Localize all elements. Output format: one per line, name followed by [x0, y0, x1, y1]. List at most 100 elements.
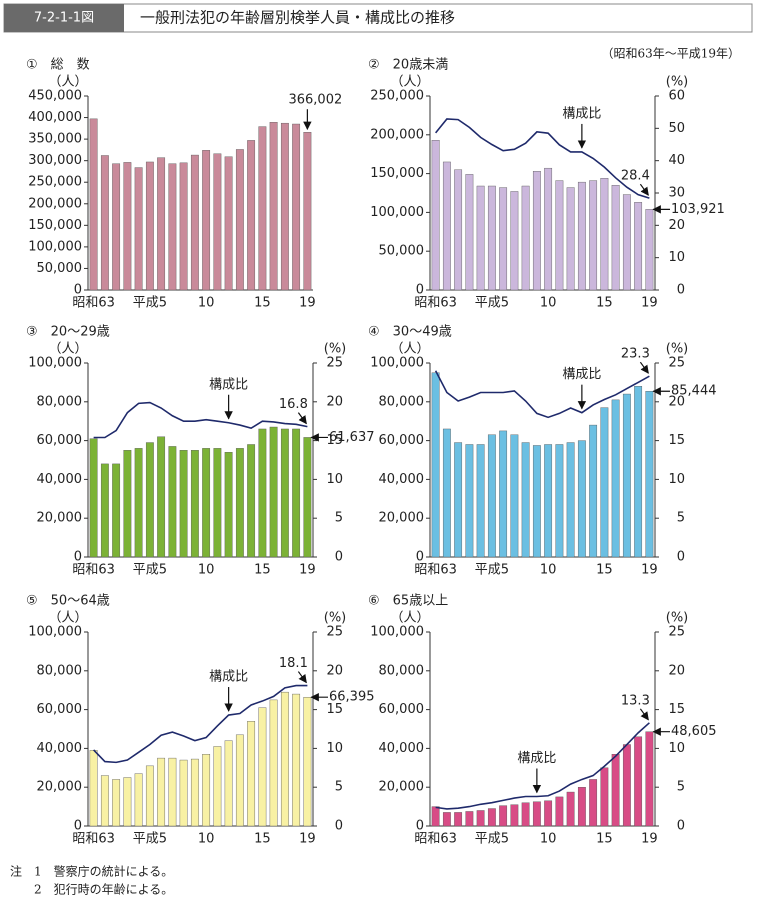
bar — [487, 185, 496, 291]
y2-axis-label: (%) — [666, 611, 689, 626]
y-axis-label: （人） — [48, 611, 87, 626]
bar — [224, 452, 233, 558]
bar — [465, 444, 474, 558]
x-tick-label: 昭和63 — [414, 832, 457, 847]
bar — [280, 691, 289, 827]
x-tick-label: 19 — [641, 296, 658, 311]
bar — [544, 167, 553, 291]
bar — [168, 446, 177, 558]
bar — [544, 800, 553, 827]
value-label: 66,395 — [329, 690, 375, 705]
y-tick-label: 60,000 — [379, 702, 425, 717]
bar — [634, 736, 643, 827]
bar — [431, 140, 440, 291]
bar — [510, 804, 519, 827]
x-tick-label: 昭和63 — [72, 563, 115, 578]
bar — [600, 407, 609, 558]
bar — [112, 779, 121, 827]
bar — [292, 123, 301, 291]
value-label: 61,637 — [329, 430, 375, 445]
bar — [247, 140, 256, 291]
bar — [622, 393, 631, 558]
x-tick-label: 19 — [641, 832, 658, 847]
bar — [145, 765, 154, 827]
y2-tick-label: 60 — [668, 89, 685, 104]
annotation: 構成比 — [562, 367, 601, 382]
bar — [600, 767, 609, 827]
annotation: 構成比 — [209, 670, 248, 685]
y-tick-label: 200,000 — [28, 196, 82, 211]
chart-title: ⑤ 50～64歳 — [26, 594, 110, 609]
bar — [454, 442, 463, 558]
y2-tick-label: 10 — [668, 741, 685, 756]
bar — [303, 696, 312, 827]
y2-tick-label: 0 — [677, 550, 685, 565]
bar — [589, 424, 598, 558]
bar — [577, 440, 586, 558]
y2-tick-label: 5 — [335, 511, 343, 526]
bar — [100, 463, 109, 558]
y-tick-label: 50,000 — [37, 261, 83, 276]
bar — [532, 801, 541, 827]
y-tick-label: 100,000 — [370, 205, 424, 220]
bar — [431, 372, 440, 558]
y-axis-label: （人） — [390, 611, 429, 626]
bar — [213, 448, 222, 558]
bar — [499, 805, 508, 827]
bar — [292, 693, 301, 827]
value-label: 23.3 — [621, 347, 650, 362]
bar — [454, 812, 463, 827]
value-arrow — [639, 183, 649, 196]
bar — [247, 721, 256, 827]
bar — [634, 202, 643, 291]
bar — [190, 154, 199, 291]
bar — [544, 444, 553, 558]
bar — [258, 428, 267, 558]
y-tick-label: 20,000 — [379, 511, 425, 526]
y-tick-label: 40,000 — [379, 472, 425, 487]
x-tick-label: 15 — [254, 296, 271, 311]
y2-tick-label: 10 — [326, 472, 343, 487]
bar — [112, 463, 121, 558]
ratio-line — [93, 684, 308, 764]
bar — [431, 806, 440, 827]
bar — [145, 161, 154, 291]
bar — [134, 773, 143, 827]
y2-tick-label: 25 — [668, 356, 685, 371]
bar — [213, 153, 222, 291]
y-tick-label: 100,000 — [28, 239, 82, 254]
bar — [465, 174, 474, 291]
y2-tick-label: 15 — [668, 702, 685, 717]
bar — [622, 194, 631, 291]
value-label: 103,921 — [671, 202, 725, 217]
bar — [202, 448, 211, 558]
bar — [224, 156, 233, 291]
y-tick-label: 100,000 — [28, 625, 82, 640]
y-tick-label: 0 — [416, 819, 424, 834]
bar — [100, 775, 109, 827]
bar — [235, 448, 244, 558]
y-tick-label: 60,000 — [37, 433, 83, 448]
x-tick-label: 10 — [540, 296, 557, 311]
y2-axis-label: (%) — [324, 611, 347, 626]
bar — [442, 161, 451, 291]
bar — [258, 126, 267, 291]
bar — [202, 150, 211, 291]
value-arrow — [297, 412, 307, 425]
bar — [280, 122, 289, 291]
ratio-line — [435, 722, 650, 810]
y2-tick-label: 0 — [677, 819, 685, 834]
y-tick-label: 60,000 — [37, 702, 83, 717]
chart-title: ③ 20～29歳 — [26, 325, 110, 340]
y-tick-label: 250,000 — [370, 89, 424, 104]
x-tick-label: 15 — [254, 832, 271, 847]
value-label: 13.3 — [621, 693, 650, 708]
bar — [465, 811, 474, 827]
x-tick-label: 19 — [641, 563, 658, 578]
bar — [247, 444, 256, 558]
x-tick-label: 15 — [254, 563, 271, 578]
bar — [476, 185, 485, 291]
notes-label: 注 — [10, 864, 22, 879]
bar — [645, 391, 654, 558]
y-tick-label: 20,000 — [379, 780, 425, 795]
